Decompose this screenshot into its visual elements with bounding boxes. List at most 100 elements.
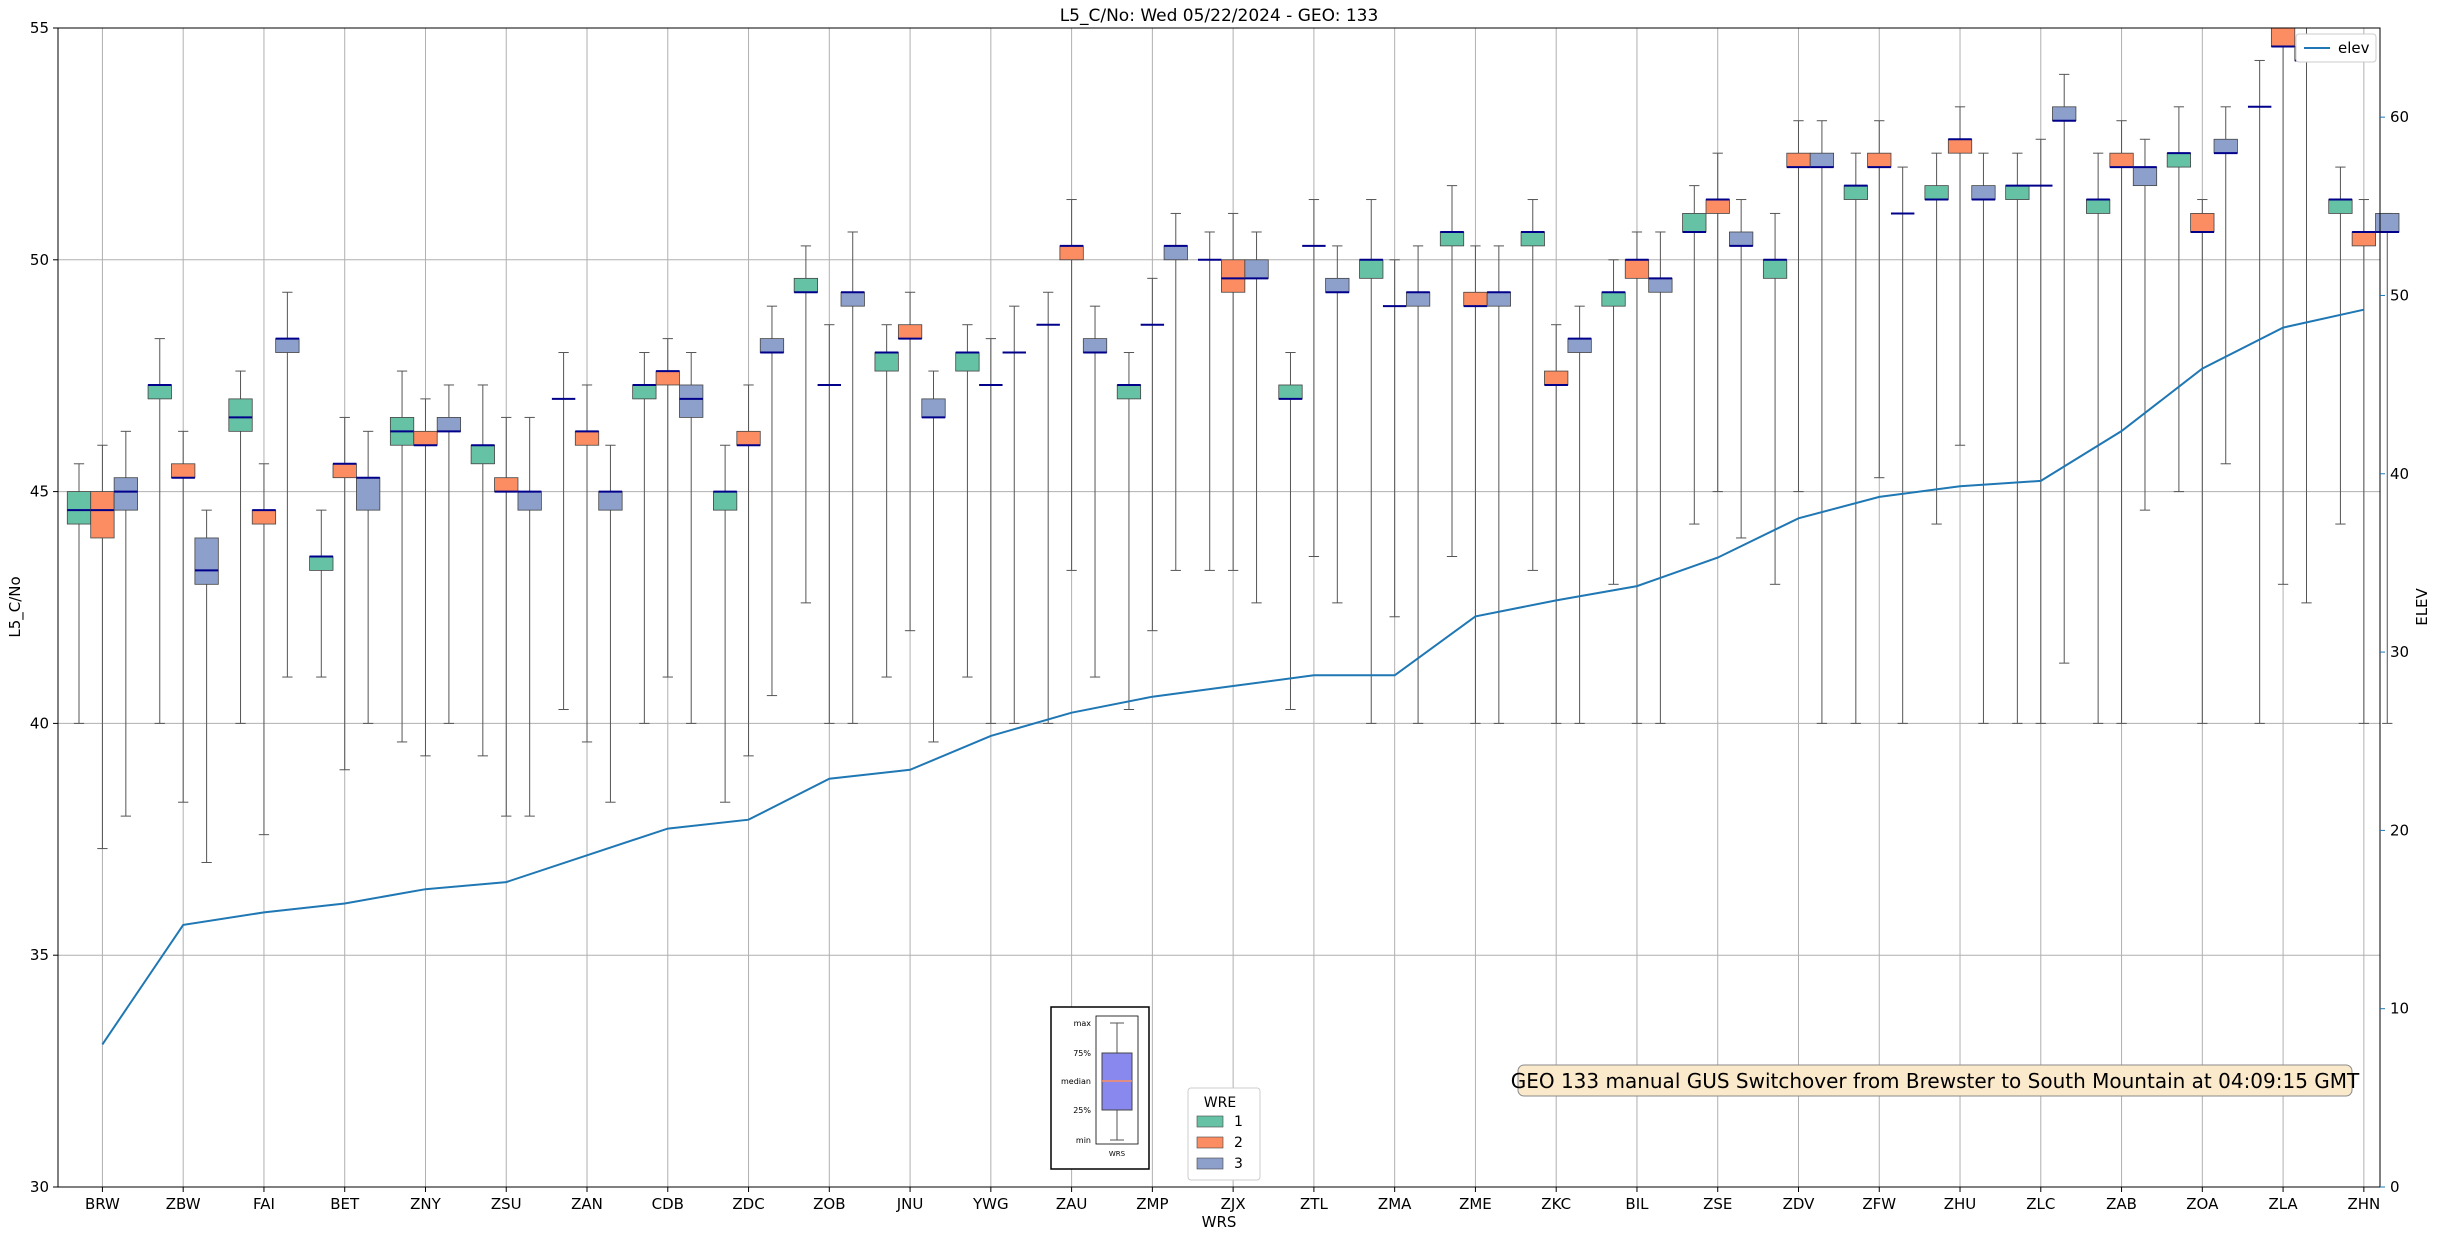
wre-legend-label: 1: [1234, 1114, 1243, 1130]
box-iqr: [228, 398, 253, 432]
y-tick-label: 45: [30, 483, 49, 501]
x-tick-label: ZLA: [2268, 1195, 2298, 1213]
right-axis: 0 10 20 30 40 50 60: [2380, 108, 2409, 1196]
y-tick-label: 55: [30, 19, 49, 37]
box-iqr: [66, 491, 92, 525]
box-plot: [817, 324, 842, 724]
box-iqr: [1971, 185, 1996, 200]
wre-legend-swatch: [1196, 1157, 1224, 1170]
box-iqr: [1843, 185, 1868, 200]
box-iqr: [113, 477, 138, 511]
box-iqr: [1601, 291, 1626, 307]
box-plot: [413, 398, 438, 757]
box-key-label-median: median: [1061, 1077, 1091, 1086]
box-iqr: [2086, 199, 2111, 214]
box-plot: [1567, 305, 1592, 724]
x-tick-label: ZJX: [1221, 1195, 1246, 1213]
box-plot: [655, 338, 680, 678]
box-iqr: [275, 338, 300, 353]
wre-legend-label: 3: [1234, 1156, 1243, 1172]
box-iqr: [1359, 259, 1384, 279]
box-iqr: [2213, 138, 2238, 154]
box-plot: [1729, 199, 1754, 539]
box-iqr: [1163, 245, 1188, 261]
x-tick-label: ZOA: [2186, 1195, 2219, 1213]
box-plot: [1059, 199, 1084, 571]
box-plot: [147, 338, 172, 724]
box-iqr: [332, 463, 357, 479]
box-iqr: [251, 509, 277, 525]
x-tick-label: ZSU: [491, 1195, 522, 1213]
y-tick-label: 35: [30, 946, 49, 964]
x-tick-label: BIL: [1625, 1195, 1649, 1213]
x-tick-label: CDB: [652, 1195, 684, 1213]
box-iqr: [1648, 277, 1673, 293]
box-iqr: [2166, 152, 2192, 168]
box-plot: [1520, 199, 1545, 571]
box-plot: [2109, 120, 2134, 724]
y-tick-label: 30: [30, 1178, 49, 1196]
box-plot: [1924, 152, 1949, 525]
x-tick-label: ZHU: [1944, 1195, 1977, 1213]
box-plot: [2052, 73, 2077, 664]
box-plot: [679, 352, 704, 724]
box-plot: [1221, 212, 1246, 571]
y2-tick-label: 20: [2390, 821, 2409, 839]
x-tick-label: ZMP: [1136, 1195, 1168, 1213]
box-plot: [113, 430, 138, 817]
elev-legend: elev: [2295, 33, 2377, 63]
box-key-label-q1: 25%: [1073, 1106, 1091, 1115]
box-iqr: [1924, 185, 1949, 200]
box-plot: [979, 338, 1003, 724]
box-iqr: [2375, 213, 2400, 233]
box-iqr: [1082, 338, 1108, 353]
box-iqr: [1567, 338, 1592, 353]
box-plot: [332, 416, 357, 771]
box-iqr: [1221, 259, 1246, 293]
y2-tick-label: 50: [2390, 286, 2409, 304]
box-plot: [1809, 120, 1835, 724]
x-tick-label: ZAU: [1056, 1195, 1088, 1213]
box-iqr: [309, 556, 334, 571]
box-plot: [66, 463, 92, 724]
box-iqr: [2328, 199, 2353, 214]
wre-legend-label: 2: [1234, 1135, 1243, 1151]
box-iqr: [356, 477, 381, 511]
box-iqr: [897, 324, 923, 340]
box-plot: [2029, 138, 2053, 724]
box-iqr: [1809, 152, 1835, 168]
box-iqr: [793, 277, 818, 293]
x-tick-label: ZOB: [813, 1195, 845, 1213]
box-plot: [713, 444, 738, 803]
box-iqr: [574, 430, 600, 446]
box-plot: [2375, 212, 2400, 724]
box-plot: [1648, 231, 1673, 724]
box-plot: [1762, 212, 1788, 585]
box-plot: [1947, 106, 1973, 446]
box-plot: [1544, 324, 1569, 724]
box-iqr: [598, 491, 623, 511]
box-plot: [1786, 120, 1811, 493]
box-iqr: [1705, 199, 1730, 214]
x-tick-label: ZLC: [2026, 1195, 2055, 1213]
box-plot: [1163, 212, 1188, 571]
box-iqr: [470, 444, 495, 465]
box-iqr: [194, 537, 219, 585]
box-plot: [1359, 199, 1384, 724]
box-plot: [2190, 199, 2215, 724]
x-tick-label: ZKC: [1541, 1195, 1571, 1213]
box-plot: [793, 245, 818, 604]
box-iqr: [2190, 213, 2215, 233]
box-plot: [574, 384, 600, 743]
box-iqr: [840, 291, 865, 307]
box-iqr: [1244, 259, 1269, 279]
box-plot: [2132, 138, 2158, 511]
x-tick-label: ZTL: [1300, 1195, 1328, 1213]
x-tick-label: ZHN: [2347, 1195, 2380, 1213]
box-plot: [194, 509, 219, 863]
box-iqr: [1463, 291, 1488, 307]
wre-legend: WRE 1 2 3: [1187, 1087, 1261, 1181]
x-tick-label: BRW: [85, 1195, 120, 1213]
box-plot: [2166, 106, 2192, 493]
box-plot: [840, 231, 865, 724]
